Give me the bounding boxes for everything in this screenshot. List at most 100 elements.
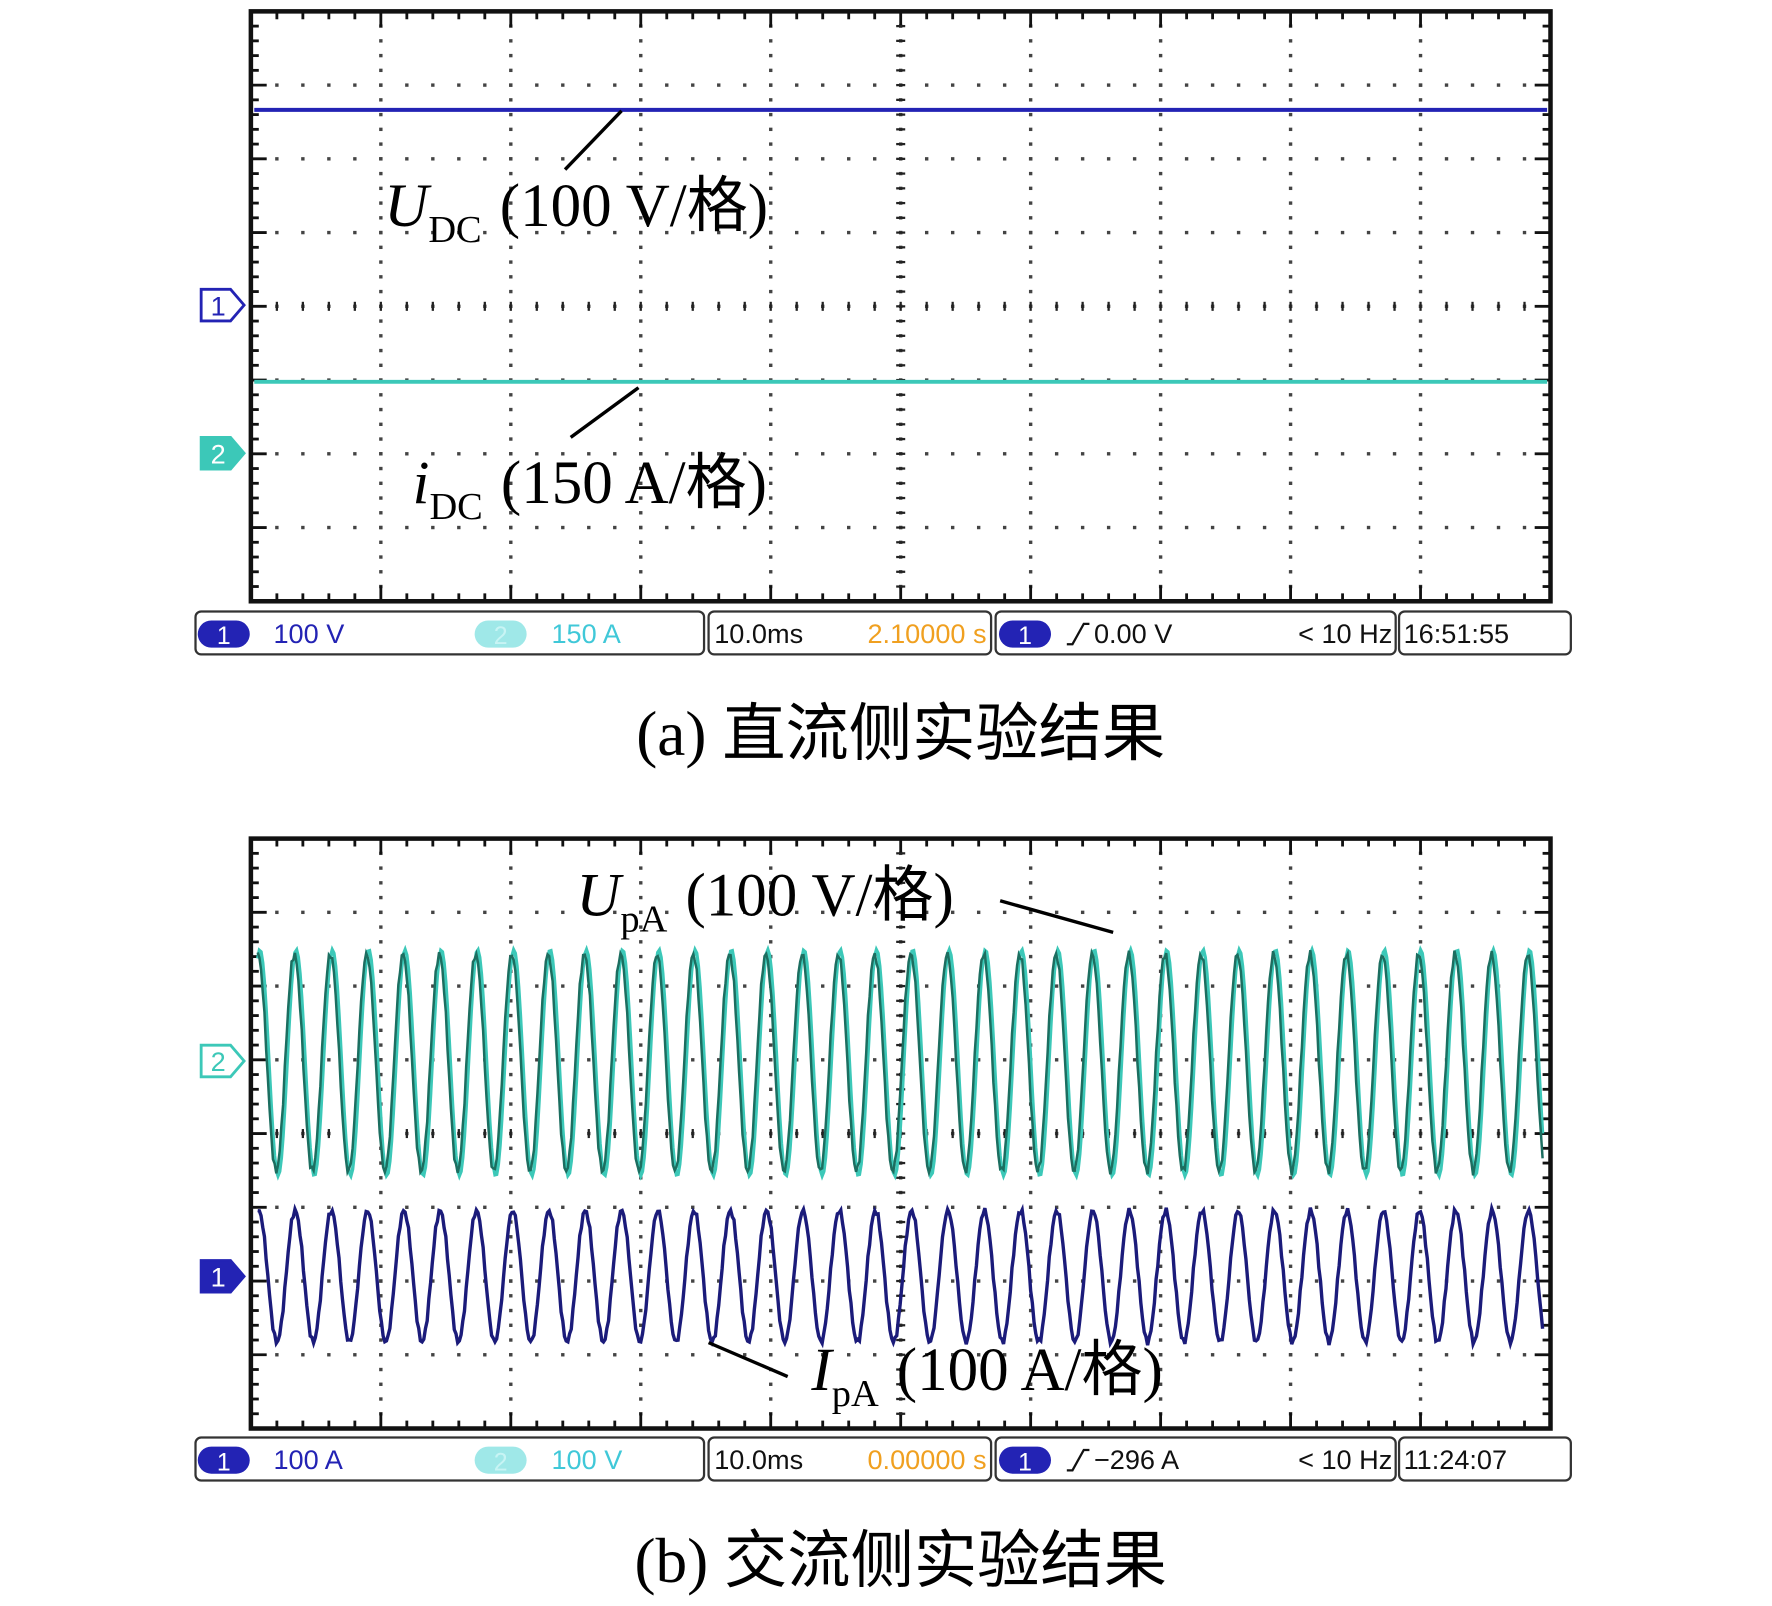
grid-dot	[509, 1117, 513, 1121]
grid-dot	[1522, 525, 1527, 530]
annotation-scale: (150 A/格)	[501, 450, 767, 517]
grid-dot	[509, 157, 513, 161]
grid-dot	[379, 201, 383, 205]
grid-dot	[950, 1353, 955, 1357]
grid-dot	[1158, 289, 1163, 294]
grid-dot	[873, 83, 877, 87]
grid-dot	[379, 1013, 383, 1018]
grid-dot	[1158, 260, 1163, 264]
grid-dot	[1366, 157, 1371, 161]
grid-dot	[1418, 881, 1423, 885]
grid-dot	[1288, 334, 1293, 338]
annotation: IpA (100 A/格)	[810, 1337, 1162, 1415]
grid-dot	[561, 452, 565, 456]
grid-dot	[665, 1205, 669, 1209]
grid-dot	[561, 984, 565, 988]
grid-dot	[1158, 1308, 1163, 1313]
grid-dot	[1028, 1367, 1033, 1372]
grid-dot	[665, 230, 669, 235]
grid-dot	[1158, 171, 1163, 176]
grid-dot	[795, 1279, 799, 1283]
grid-dot	[639, 1308, 643, 1313]
grid-dot	[379, 127, 383, 132]
grid-dot	[1158, 925, 1163, 929]
grid-dot	[1028, 83, 1033, 87]
grid-dot	[1210, 157, 1215, 161]
grid-dot	[1054, 83, 1059, 87]
grid-dot	[1470, 83, 1475, 87]
grid-dot	[561, 525, 565, 530]
grid-dot	[665, 83, 669, 87]
grid-dot	[353, 83, 357, 87]
grid-dot	[379, 540, 383, 544]
grid-dot	[1028, 1308, 1033, 1313]
grid-dot	[587, 1353, 591, 1357]
grid-dot	[1158, 1367, 1163, 1372]
grid-dot	[1392, 984, 1397, 988]
grid-dot	[1028, 925, 1033, 929]
grid-dot	[561, 1279, 565, 1283]
grid-dot	[613, 1279, 617, 1283]
grid-dot	[639, 112, 643, 117]
grid-dot	[639, 1058, 643, 1062]
grid-dot	[1288, 496, 1293, 500]
annotation: iDC (150 A/格)	[412, 450, 766, 528]
grid-dot	[639, 1028, 643, 1033]
grid-dot	[379, 452, 383, 456]
grid-dot	[275, 984, 279, 988]
grid-dot	[405, 1058, 409, 1062]
grid-dot	[1392, 1205, 1397, 1209]
grid-dot	[379, 1176, 383, 1180]
grid-dot	[743, 1353, 747, 1357]
grid-dot	[1028, 260, 1033, 264]
grid-dot	[639, 1190, 643, 1195]
grid-dot	[509, 348, 513, 353]
grid-dot	[1418, 1249, 1423, 1254]
grid-dot	[1340, 1205, 1345, 1209]
grid-dot	[1314, 1353, 1319, 1357]
grid-dot	[613, 525, 617, 530]
grid-dot	[509, 540, 513, 544]
grid-dot	[1106, 157, 1111, 161]
grid-dot	[976, 1058, 981, 1062]
grid-dot	[769, 511, 773, 515]
grid-dot	[769, 1117, 773, 1121]
grid-dot	[769, 83, 773, 87]
grid-dot	[509, 216, 513, 220]
grid-dot	[483, 83, 487, 87]
grid-dot	[1366, 1058, 1371, 1062]
grid-dot	[1028, 969, 1033, 974]
grid-dot	[1158, 910, 1163, 915]
grid-dot	[1288, 1028, 1293, 1033]
grid-dot	[561, 83, 565, 87]
grid-dot	[379, 112, 383, 117]
grid-dot	[1522, 1279, 1527, 1283]
grid-dot	[379, 171, 383, 176]
grid-dot	[1184, 1205, 1189, 1209]
grid-dot	[457, 230, 461, 235]
grid-dot	[1288, 437, 1293, 441]
grid-dot	[275, 1205, 279, 1209]
grid-dot	[1288, 1308, 1293, 1313]
grid-dot	[1158, 481, 1163, 485]
grid-dot	[509, 201, 513, 205]
grid-dot	[379, 925, 383, 929]
grid-dot	[1158, 39, 1163, 43]
grid-dot	[769, 53, 773, 58]
grid-dot	[1288, 83, 1293, 87]
grid-dot	[1028, 142, 1033, 146]
grid-dot	[1158, 1043, 1163, 1047]
grid-dot	[1288, 289, 1293, 294]
grid-dot	[1418, 112, 1423, 117]
grid-dot	[1366, 525, 1371, 530]
clock: 11:24:07	[1404, 1444, 1508, 1475]
grid-dot	[1028, 98, 1033, 102]
channel-pill-label: 2	[494, 622, 508, 650]
grid-dot	[976, 452, 981, 456]
grid-dot	[769, 555, 773, 559]
grid-dot	[1288, 1072, 1293, 1077]
grid-dot	[717, 157, 721, 161]
status-box	[194, 1436, 706, 1482]
grid-dot	[795, 452, 799, 456]
grid-dot	[1288, 407, 1293, 412]
